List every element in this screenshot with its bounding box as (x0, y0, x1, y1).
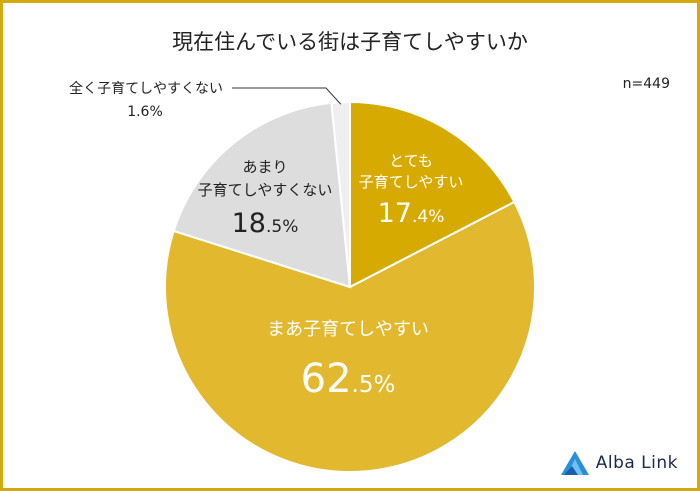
slice-value-not-easy-at-all: 1.6% (127, 104, 163, 120)
brand-logo: Alba Link (560, 450, 678, 476)
pie-slice-not-easy-at-all (330, 100, 351, 288)
slice-value-fairly-easy: 62.5% (301, 356, 396, 402)
alba-link-logo-icon (560, 451, 589, 475)
pie-slice-very-easy (349, 100, 516, 289)
slice-label-fairly-easy: まあ子育てしやすい (267, 319, 429, 340)
callout-leader-line (232, 87, 342, 105)
slice-value-very-easy: 17.4% (378, 198, 445, 229)
slice-label-very-easy: 子育てしやすい (359, 173, 464, 191)
slice-label-not-very-easy: あまり (242, 158, 287, 176)
slice-label-very-easy: とても (389, 152, 433, 170)
chart-title: 現在住んでいる街は子育てしやすいか (172, 30, 528, 54)
pie-slice-not-very-easy (172, 101, 352, 289)
brand-name: Alba Link (595, 453, 678, 473)
slice-label-not-very-easy: 子育てしやすくない (198, 181, 333, 199)
sample-size-label: n=449 (622, 76, 670, 92)
slice-label-not-easy-at-all: 全く子育てしやすくない (69, 80, 223, 97)
slice-value-not-very-easy: 18.5% (232, 208, 299, 239)
pie-slice-fairly-easy (164, 200, 536, 473)
